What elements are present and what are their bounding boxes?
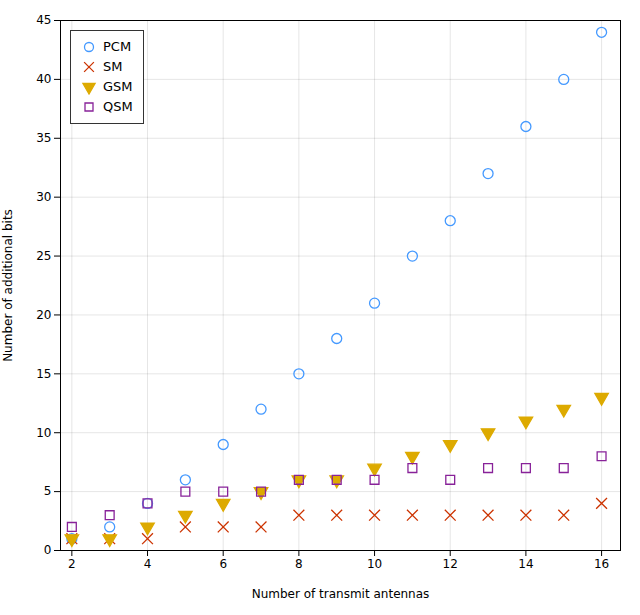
html-text:QSM: QSM <box>103 99 133 114</box>
svg-text:4: 4 <box>144 557 152 571</box>
svg-text:6: 6 <box>219 557 227 571</box>
svg-text:15: 15 <box>36 367 51 381</box>
svg-text:14: 14 <box>518 557 533 571</box>
svg-text:25: 25 <box>36 249 51 263</box>
svg-text:45: 45 <box>36 13 51 27</box>
svg-text:5: 5 <box>44 484 52 498</box>
svg-text:Number of additional bits: Number of additional bits <box>1 209 15 362</box>
svg-text:Number of transmit antennas: Number of transmit antennas <box>252 587 430 601</box>
svg-text:8: 8 <box>295 557 303 571</box>
svg-text:12: 12 <box>443 557 458 571</box>
svg-text:10: 10 <box>36 426 51 440</box>
html-text:PCM: PCM <box>103 39 132 54</box>
svg-text:10: 10 <box>367 557 382 571</box>
html-text:GSM: GSM <box>103 79 133 94</box>
svg-text:30: 30 <box>36 190 51 204</box>
svg-text:16: 16 <box>594 557 609 571</box>
svg-text:0: 0 <box>44 543 52 557</box>
svg-text:20: 20 <box>36 308 51 322</box>
svg-text:35: 35 <box>36 131 51 145</box>
svg-text:40: 40 <box>36 72 51 86</box>
svg-text:2: 2 <box>68 557 76 571</box>
html-text:SM: SM <box>103 59 123 74</box>
